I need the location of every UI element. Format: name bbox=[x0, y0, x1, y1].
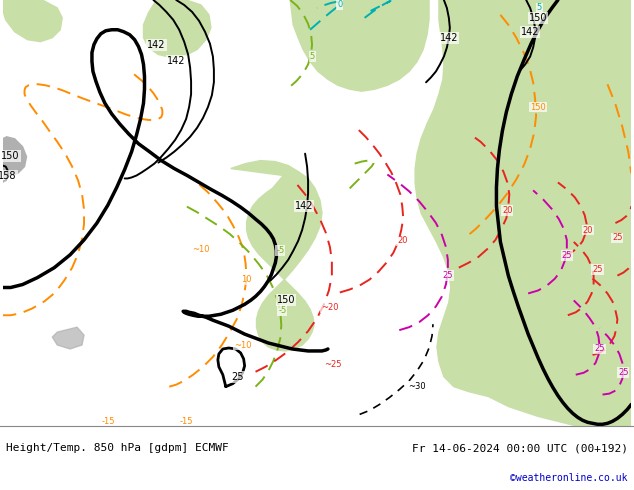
Text: ©weatheronline.co.uk: ©weatheronline.co.uk bbox=[510, 473, 628, 483]
Text: 20: 20 bbox=[502, 206, 513, 215]
Text: 142: 142 bbox=[521, 27, 540, 37]
Text: ~10: ~10 bbox=[192, 245, 210, 254]
Text: ~25: ~25 bbox=[324, 360, 342, 369]
Text: -5: -5 bbox=[276, 246, 285, 255]
Text: 150: 150 bbox=[1, 150, 20, 161]
Text: ~10: ~10 bbox=[234, 341, 252, 349]
Text: 142: 142 bbox=[295, 201, 313, 211]
Text: Height/Temp. 850 hPa [gdpm] ECMWF: Height/Temp. 850 hPa [gdpm] ECMWF bbox=[6, 443, 229, 453]
Text: 10: 10 bbox=[242, 275, 252, 284]
Text: 0: 0 bbox=[337, 0, 342, 9]
Text: 5: 5 bbox=[309, 52, 314, 61]
Text: 25: 25 bbox=[562, 251, 572, 260]
Text: 25: 25 bbox=[612, 233, 623, 243]
Text: 158: 158 bbox=[0, 172, 17, 181]
Text: -15: -15 bbox=[102, 417, 115, 426]
Polygon shape bbox=[3, 0, 62, 42]
Text: 20: 20 bbox=[583, 225, 593, 235]
Polygon shape bbox=[52, 327, 84, 349]
Text: 25: 25 bbox=[594, 344, 605, 353]
Text: 142: 142 bbox=[147, 40, 165, 49]
Text: 150: 150 bbox=[530, 102, 546, 112]
Text: Fr 14-06-2024 00:00 UTC (00+192): Fr 14-06-2024 00:00 UTC (00+192) bbox=[411, 443, 628, 453]
Polygon shape bbox=[290, 0, 429, 91]
Polygon shape bbox=[3, 137, 27, 178]
Polygon shape bbox=[231, 161, 322, 351]
Polygon shape bbox=[143, 0, 211, 57]
Text: -5: -5 bbox=[278, 306, 287, 315]
Text: 25: 25 bbox=[618, 368, 628, 377]
Text: 150: 150 bbox=[529, 13, 547, 23]
Text: 5: 5 bbox=[536, 3, 541, 12]
Text: 150: 150 bbox=[277, 295, 295, 305]
Text: ~20: ~20 bbox=[321, 303, 339, 312]
Text: 25: 25 bbox=[231, 372, 244, 382]
Polygon shape bbox=[415, 0, 631, 426]
Text: 25: 25 bbox=[443, 271, 453, 280]
Text: 25: 25 bbox=[592, 265, 603, 274]
Text: 20: 20 bbox=[397, 236, 408, 245]
Text: -15: -15 bbox=[179, 417, 193, 426]
Text: 142: 142 bbox=[439, 33, 458, 43]
Text: 142: 142 bbox=[167, 56, 186, 67]
Text: ~30: ~30 bbox=[408, 382, 426, 391]
